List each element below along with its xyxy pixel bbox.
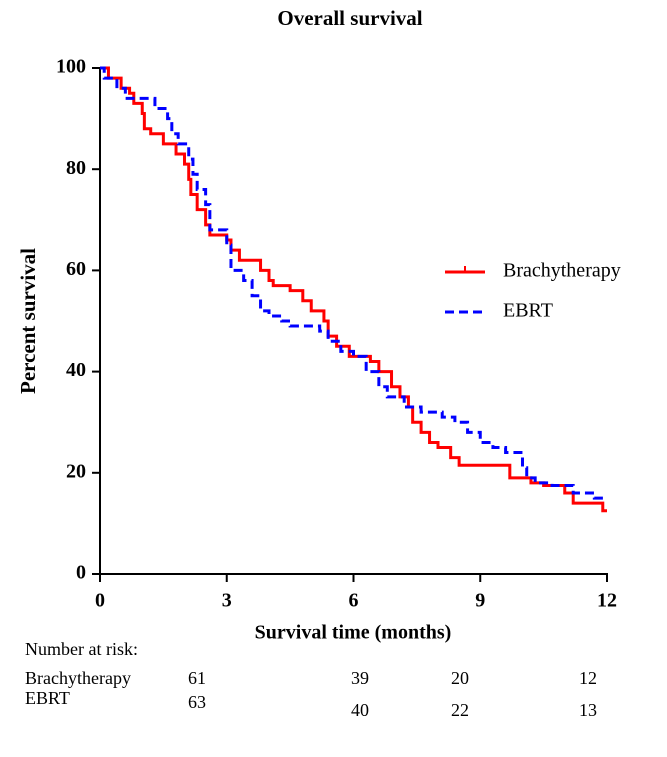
risk-value: 12	[579, 668, 597, 688]
y-tick-label: 40	[66, 359, 86, 381]
risk-value: 22	[451, 700, 469, 720]
y-tick-label: 20	[66, 460, 86, 482]
legend-label: EBRT	[503, 300, 553, 322]
x-tick-label: 0	[95, 590, 105, 612]
risk-value: 20	[451, 668, 469, 688]
x-axis-label: Survival time (months)	[255, 622, 452, 644]
x-tick-label: 12	[597, 590, 617, 612]
y-tick-label: 60	[66, 258, 86, 280]
y-axis-label: Percent survival	[16, 248, 40, 394]
x-tick-label: 3	[222, 590, 232, 612]
risk-row-label: EBRT	[25, 688, 70, 708]
risk-table-title: Number at risk:	[25, 639, 138, 659]
y-tick-label: 100	[56, 56, 86, 78]
risk-row-label: Brachytherapy	[25, 668, 131, 688]
survival-line	[100, 66, 607, 513]
risk-value: 40	[351, 700, 369, 720]
x-tick-label: 9	[475, 590, 485, 612]
x-tick-label: 6	[349, 590, 359, 612]
risk-value: 13	[579, 700, 597, 720]
chart-title: Overall survival	[277, 6, 422, 30]
risk-value: 39	[351, 668, 369, 688]
risk-value: 63	[188, 692, 206, 712]
y-tick-label: 0	[76, 562, 86, 584]
legend-label: Brachytherapy	[503, 260, 621, 282]
risk-value: 61	[188, 668, 206, 688]
survival-line	[100, 66, 607, 500]
y-tick-label: 80	[66, 157, 86, 179]
